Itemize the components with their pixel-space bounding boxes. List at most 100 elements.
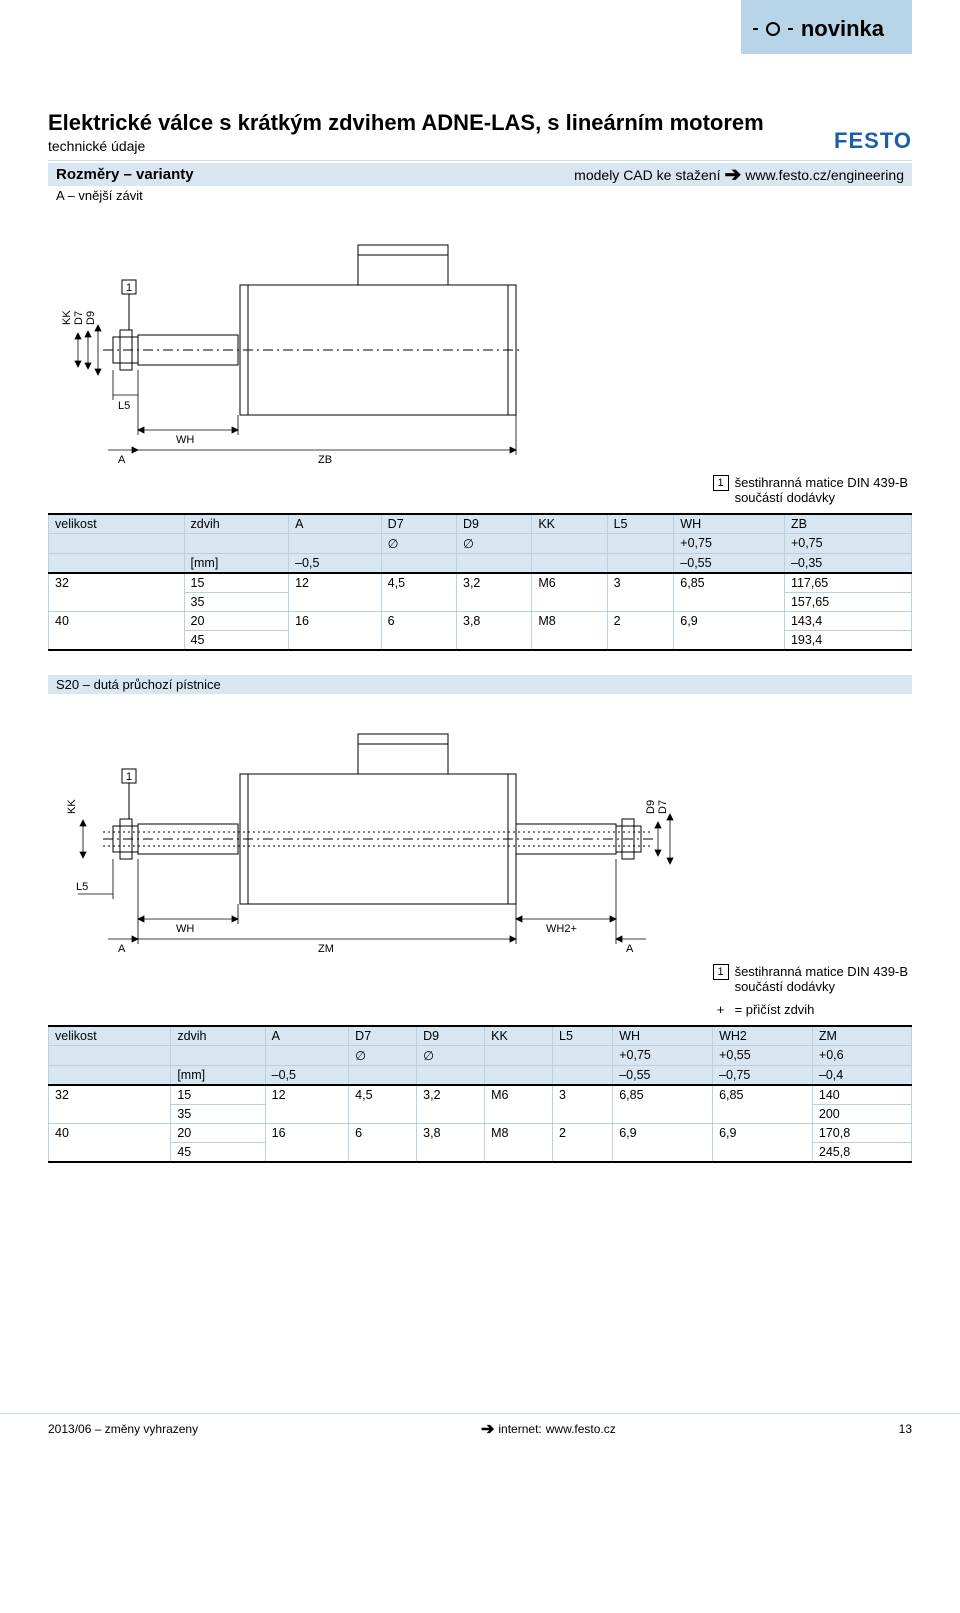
th: +0,6: [812, 1046, 911, 1066]
th: [417, 1066, 485, 1086]
th: [49, 554, 185, 574]
diagram-a: KK D7 D9 L5 WH A ZB 1: [48, 225, 912, 465]
td: 2: [607, 612, 674, 651]
dim-wh: WH: [176, 434, 194, 446]
th: [49, 534, 185, 554]
th: L5: [607, 514, 674, 534]
td: 2: [553, 1124, 613, 1163]
td: 3,8: [457, 612, 532, 651]
circle-icon: [766, 22, 780, 36]
callout-1: 1: [126, 771, 132, 783]
novinka-badge: novinka: [741, 0, 912, 54]
cad-link[interactable]: www.festo.cz/engineering: [745, 167, 904, 183]
td: 40: [49, 1124, 171, 1163]
td: 6,85: [713, 1085, 813, 1124]
td: 12: [289, 573, 382, 612]
td: 16: [265, 1124, 349, 1163]
td: 20: [171, 1124, 265, 1143]
dim-l5: L5: [118, 400, 130, 412]
th: [607, 534, 674, 554]
th: [mm]: [184, 554, 289, 574]
section-heading: Rozměry – varianty: [56, 166, 194, 183]
th: [49, 1046, 171, 1066]
td: M8: [485, 1124, 553, 1163]
td: 157,65: [784, 593, 911, 612]
th: ∅: [349, 1046, 417, 1066]
th: [265, 1046, 349, 1066]
th: KK: [532, 514, 607, 534]
th: velikost: [49, 1026, 171, 1046]
th: –0,55: [674, 554, 785, 574]
dim-zb: ZB: [318, 454, 332, 465]
festo-logo: FESTO: [834, 128, 912, 154]
legend-line3: = přičíst zdvih: [735, 1002, 815, 1017]
dim-wh2: WH2+: [546, 923, 577, 935]
legend-line2: součástí dodávky: [735, 490, 908, 505]
td: 6,9: [713, 1124, 813, 1163]
td: M6: [532, 573, 607, 612]
dim-kk: KK: [61, 310, 73, 325]
th: –0,35: [784, 554, 911, 574]
th: [171, 1046, 265, 1066]
th: +0,75: [613, 1046, 713, 1066]
th: ∅: [381, 534, 456, 554]
td: 3: [607, 573, 674, 612]
dimensions-table-1: velikost zdvih A D7 D9 KK L5 WH ZB ∅ ∅ +…: [48, 513, 912, 651]
th: [381, 554, 456, 574]
td: 193,4: [784, 631, 911, 651]
th: –0,5: [265, 1066, 349, 1086]
th: ∅: [457, 534, 532, 554]
th: WH2: [713, 1026, 813, 1046]
page-title: Elektrické válce s krátkým zdvihem ADNE-…: [48, 110, 764, 136]
td: 15: [184, 573, 289, 593]
legend-line1: šestihranná matice DIN 439-B: [735, 475, 908, 490]
th: [485, 1046, 553, 1066]
dim-l5: L5: [76, 881, 88, 893]
dim-d7: D7: [73, 311, 85, 325]
dim-zm: ZM: [318, 943, 334, 954]
th: [mm]: [171, 1066, 265, 1086]
variant-label-s20: S20 – dutá průchozí pístnice: [48, 675, 912, 694]
th: D9: [417, 1026, 485, 1046]
diagram-s20: KK D9 D7 L5 WH WH2+ A A ZM 1: [48, 714, 912, 954]
th: [607, 554, 674, 574]
footer-page-num: 13: [899, 1422, 912, 1436]
callout-1: 1: [126, 282, 132, 294]
th: D7: [381, 514, 456, 534]
th: –0,75: [713, 1066, 813, 1086]
td: 20: [184, 612, 289, 631]
footer-mid-link[interactable]: www.festo.cz: [546, 1422, 616, 1436]
th: –0,5: [289, 554, 382, 574]
td: 35: [184, 593, 289, 612]
th: A: [265, 1026, 349, 1046]
th: zdvih: [184, 514, 289, 534]
th: [485, 1066, 553, 1086]
td: 6,85: [613, 1085, 713, 1124]
dim-wh: WH: [176, 923, 194, 935]
th: velikost: [49, 514, 185, 534]
td: 200: [812, 1105, 911, 1124]
th: [49, 1066, 171, 1086]
td: 4,5: [349, 1085, 417, 1124]
td: 32: [49, 1085, 171, 1124]
th: +0,55: [713, 1046, 813, 1066]
th: +0,75: [674, 534, 785, 554]
th: +0,75: [784, 534, 911, 554]
td: 245,8: [812, 1143, 911, 1163]
th: ZB: [784, 514, 911, 534]
th: zdvih: [171, 1026, 265, 1046]
th: D9: [457, 514, 532, 534]
legend-marker: 1: [713, 475, 729, 491]
arrow-right-icon: ➔: [481, 1419, 494, 1439]
td: 117,65: [784, 573, 911, 593]
legend-marker: 1: [713, 964, 729, 980]
th: [553, 1066, 613, 1086]
dash-icon: [753, 28, 758, 30]
th: WH: [674, 514, 785, 534]
th: [532, 534, 607, 554]
td: 32: [49, 573, 185, 612]
variant-label: A – vnější závit: [48, 186, 912, 205]
th: KK: [485, 1026, 553, 1046]
th: –0,55: [613, 1066, 713, 1086]
dim-kk: KK: [66, 799, 78, 814]
